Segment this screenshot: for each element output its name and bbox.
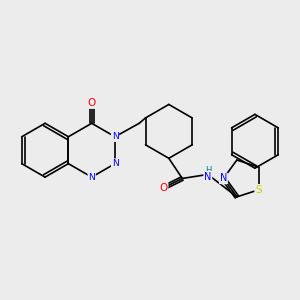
Text: N: N bbox=[204, 172, 211, 182]
Text: O: O bbox=[88, 98, 96, 108]
Text: H: H bbox=[205, 166, 211, 175]
Text: N: N bbox=[112, 159, 118, 168]
Text: O: O bbox=[159, 183, 168, 193]
Text: N: N bbox=[88, 172, 95, 182]
Text: S: S bbox=[255, 185, 262, 195]
Text: N: N bbox=[220, 173, 227, 184]
Text: N: N bbox=[112, 132, 118, 141]
